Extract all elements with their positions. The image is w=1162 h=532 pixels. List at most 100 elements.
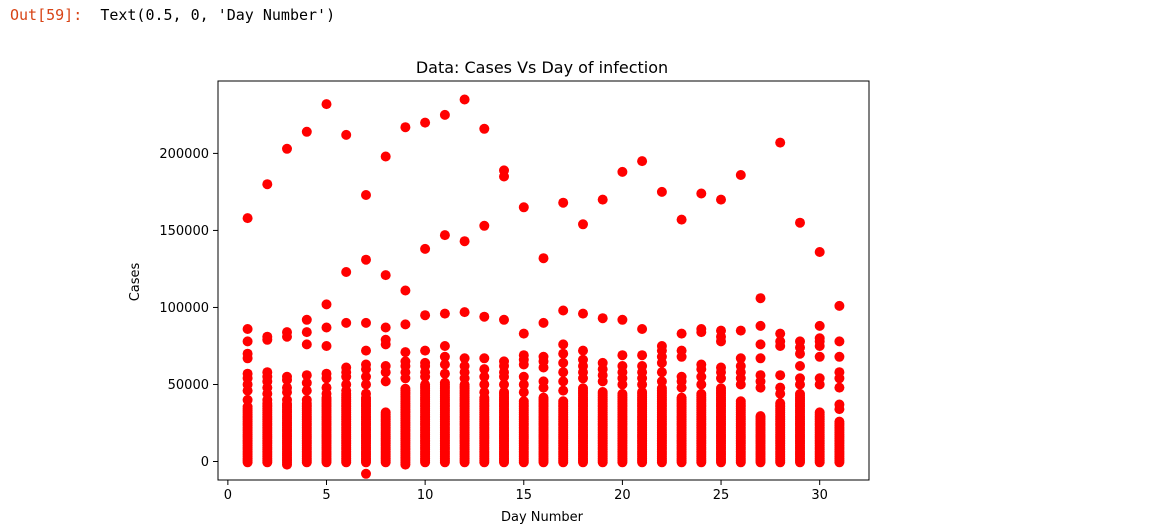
data-point <box>301 385 312 396</box>
data-point <box>341 129 352 140</box>
data-point <box>439 351 450 362</box>
data-point <box>637 387 648 397</box>
data-point <box>716 194 726 205</box>
data-point <box>282 331 292 342</box>
data-point <box>558 396 569 407</box>
data-point <box>321 322 332 333</box>
data-point <box>656 357 667 368</box>
y-tick-label: 50000 <box>168 378 209 393</box>
data-point <box>439 308 450 319</box>
data-point <box>676 214 687 225</box>
data-point <box>696 188 707 199</box>
output-prompt: Out[59]: <box>10 6 83 24</box>
data-point <box>459 94 470 105</box>
data-point <box>380 270 391 281</box>
data-point <box>400 373 411 384</box>
data-point <box>242 401 253 412</box>
y-tick-label: 150000 <box>159 224 209 239</box>
data-point <box>420 243 431 254</box>
data-point <box>479 379 490 390</box>
data-point <box>716 336 726 347</box>
data-point <box>361 254 371 265</box>
data-point <box>755 293 766 304</box>
data-point <box>814 379 825 390</box>
data-point <box>676 392 687 403</box>
data-point <box>341 317 352 328</box>
data-point <box>558 367 569 378</box>
data-point <box>380 151 391 162</box>
data-point <box>834 373 845 384</box>
data-point <box>479 220 490 231</box>
data-point <box>676 351 687 362</box>
data-point <box>439 230 450 241</box>
data-point <box>518 359 529 370</box>
data-point <box>795 361 805 371</box>
data-point <box>834 336 845 347</box>
data-point <box>637 324 648 334</box>
data-point <box>459 236 470 247</box>
x-tick-label: 20 <box>614 488 631 503</box>
data-point <box>459 353 470 364</box>
data-point <box>617 350 628 361</box>
plot-frame <box>217 80 870 481</box>
data-point <box>676 328 687 339</box>
data-point <box>578 308 588 319</box>
data-point <box>795 217 805 228</box>
data-point <box>735 353 746 364</box>
data-point <box>795 379 805 390</box>
data-point <box>775 137 786 148</box>
y-tick-label: 100000 <box>159 301 209 316</box>
data-point <box>361 379 371 390</box>
data-point <box>361 364 371 375</box>
data-point <box>716 373 726 384</box>
data-point <box>242 324 253 334</box>
data-point <box>696 379 707 390</box>
data-point <box>518 387 529 398</box>
data-point <box>558 339 569 350</box>
data-point <box>578 219 588 230</box>
data-point <box>400 319 411 330</box>
data-point <box>538 253 549 264</box>
data-point <box>479 123 490 134</box>
data-point <box>597 387 608 397</box>
data-point <box>499 371 509 382</box>
data-point <box>400 347 411 358</box>
data-point <box>637 350 648 361</box>
data-point <box>656 376 667 387</box>
data-point <box>656 186 667 197</box>
data-point <box>735 170 746 180</box>
data-point <box>834 351 845 362</box>
data-point <box>341 371 352 382</box>
data-point <box>814 320 825 331</box>
data-point <box>301 377 312 388</box>
data-point <box>775 341 786 351</box>
data-point <box>420 345 431 356</box>
data-point <box>597 194 608 205</box>
data-point <box>439 377 450 388</box>
data-point <box>518 202 529 213</box>
data-point <box>499 314 509 325</box>
data-point <box>301 398 312 409</box>
data-point <box>656 383 667 394</box>
data-point <box>361 345 371 356</box>
data-point <box>538 382 549 393</box>
data-point <box>242 336 253 347</box>
data-point <box>380 376 391 387</box>
data-point <box>735 379 746 390</box>
output-text: Text(0.5, 0, 'Day Number') <box>100 6 336 24</box>
data-point <box>301 339 312 350</box>
data-point <box>459 307 470 318</box>
data-point <box>301 314 312 325</box>
data-point <box>696 364 707 375</box>
data-point <box>755 339 766 350</box>
data-point <box>499 171 509 182</box>
data-point <box>479 392 490 403</box>
data-point <box>518 396 529 407</box>
y-axis: 0 50000 100000 150000 200000 <box>159 147 218 470</box>
x-tick-label: 5 <box>322 488 330 503</box>
output-row: Out[59]: Text(0.5, 0, 'Day Number') <box>10 6 335 24</box>
data-point <box>558 305 569 316</box>
data-point <box>361 317 371 328</box>
data-point <box>775 328 786 339</box>
data-point <box>834 300 845 311</box>
